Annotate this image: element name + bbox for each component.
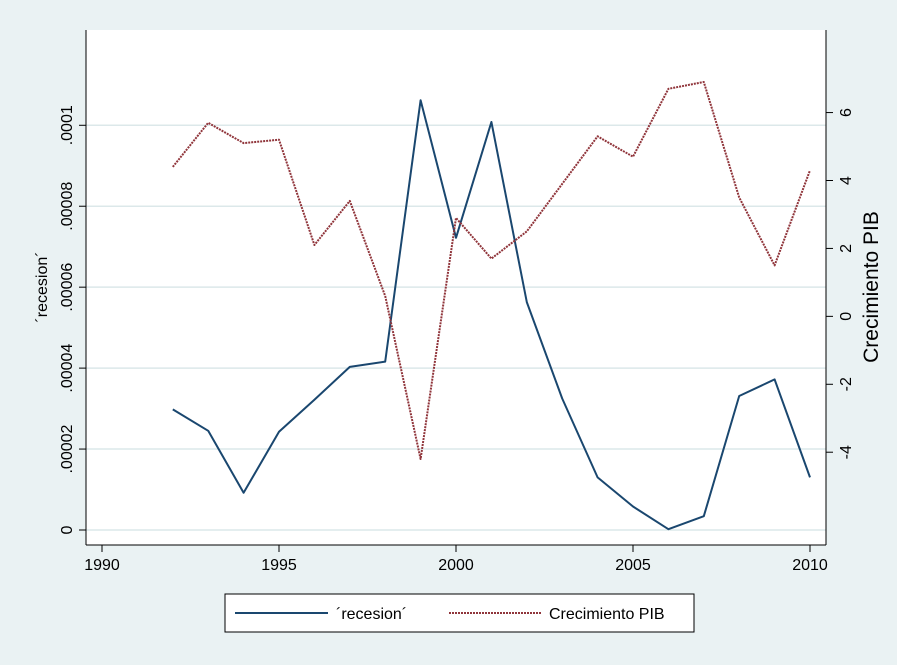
y-left-tick-label-2: .00004 — [59, 344, 76, 393]
legend-label-recesion: ´recesion´ — [336, 606, 407, 623]
y-right-tick-label-1: -2 — [838, 377, 855, 391]
y-right-tick-label-3: 2 — [838, 244, 855, 253]
gridlines — [86, 124, 826, 531]
y-right-tick-label-5: 6 — [838, 108, 855, 117]
series-line-crecimiento-pib — [172, 81, 811, 460]
series-line-recesion — [172, 99, 811, 531]
y-left-tick-label-0: 0 — [59, 525, 76, 534]
x-tick-label-3: 2005 — [615, 557, 651, 574]
y-left-tick-label-3: .00006 — [59, 263, 76, 312]
legend: ´recesion´ Crecimiento PIB — [224, 593, 695, 633]
series-lines — [172, 81, 811, 531]
y-right-tick-label-0: -4 — [838, 445, 855, 459]
x-tick-label-1: 1995 — [261, 557, 297, 574]
y-right-tick-label-2: 0 — [838, 312, 855, 321]
axes: 0 .00002 .00004 .00006 .00008 .0001 -4 -2 0 2 4 6 19… — [59, 30, 855, 574]
legend-label-crecimiento-pib: Crecimiento PIB — [549, 606, 665, 623]
x-tick-label-0: 1990 — [84, 557, 120, 574]
y-left-axis-label: ´recesion´ — [34, 251, 51, 322]
x-tick-label-2: 2000 — [438, 557, 474, 574]
y-left-tick-label-5: .0001 — [59, 105, 76, 145]
y-left-tick-label-1: .00002 — [59, 424, 76, 473]
y-left-tick-label-4: .00008 — [59, 182, 76, 231]
y-right-axis-label: Crecimiento PIB — [860, 211, 883, 363]
x-tick-label-4: 2010 — [792, 557, 828, 574]
y-right-tick-label-4: 4 — [838, 176, 855, 185]
